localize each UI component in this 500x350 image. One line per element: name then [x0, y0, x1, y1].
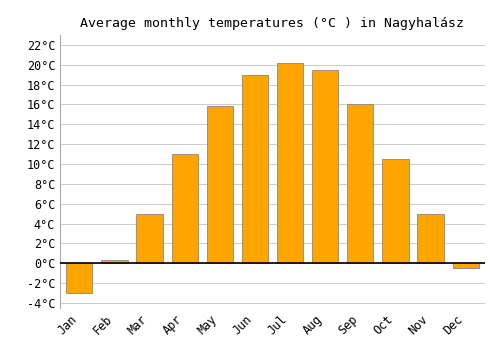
Bar	[347, 105, 374, 263]
Bar	[102, 260, 128, 263]
Bar	[382, 159, 408, 263]
Bar	[66, 263, 92, 293]
Bar	[172, 154, 198, 263]
Bar	[277, 63, 303, 263]
Bar	[242, 75, 268, 263]
Bar	[452, 263, 479, 268]
Bar	[206, 106, 233, 263]
Title: Average monthly temperatures (°C ) in Nagyhalász: Average monthly temperatures (°C ) in Na…	[80, 17, 464, 30]
Bar	[136, 214, 162, 263]
Bar	[418, 214, 444, 263]
Bar	[312, 70, 338, 263]
